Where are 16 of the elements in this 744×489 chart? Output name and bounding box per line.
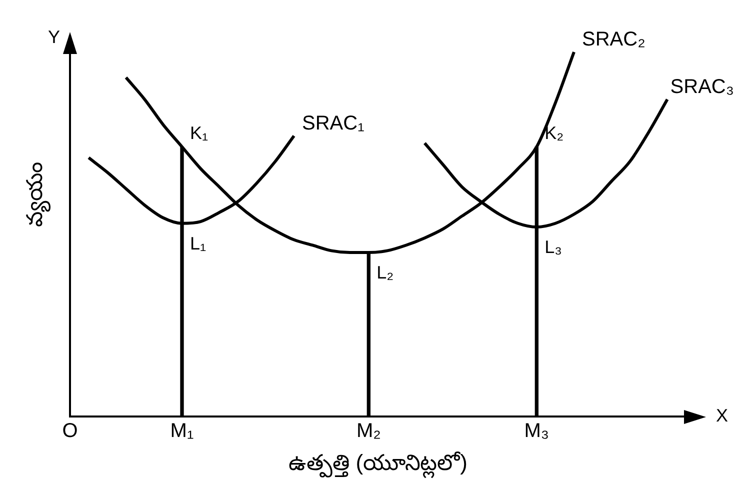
text: X (716, 406, 728, 426)
series-label: SRAC₁ (302, 112, 365, 134)
series-label: SRAC₃ (670, 76, 734, 98)
series-label: SRAC₂ (582, 28, 646, 51)
annotation: L₁ (190, 233, 206, 254)
annotation: L₃ (544, 236, 562, 257)
annotation: L₂ (376, 262, 394, 282)
y-axis-title: వ్యయం (22, 162, 52, 227)
x-tick-label: M₂ (356, 420, 381, 442)
x-tick-label: M₃ (524, 420, 550, 442)
x-tick-label: O (62, 420, 78, 442)
text: Y (48, 26, 60, 47)
annotation: K₁ (190, 122, 208, 143)
x-axis-title: ఉత్పత్తి (యూనిట్లలో) (288, 450, 468, 479)
annotation: K₂ (544, 122, 564, 143)
x-tick-label: M₁ (170, 420, 194, 442)
